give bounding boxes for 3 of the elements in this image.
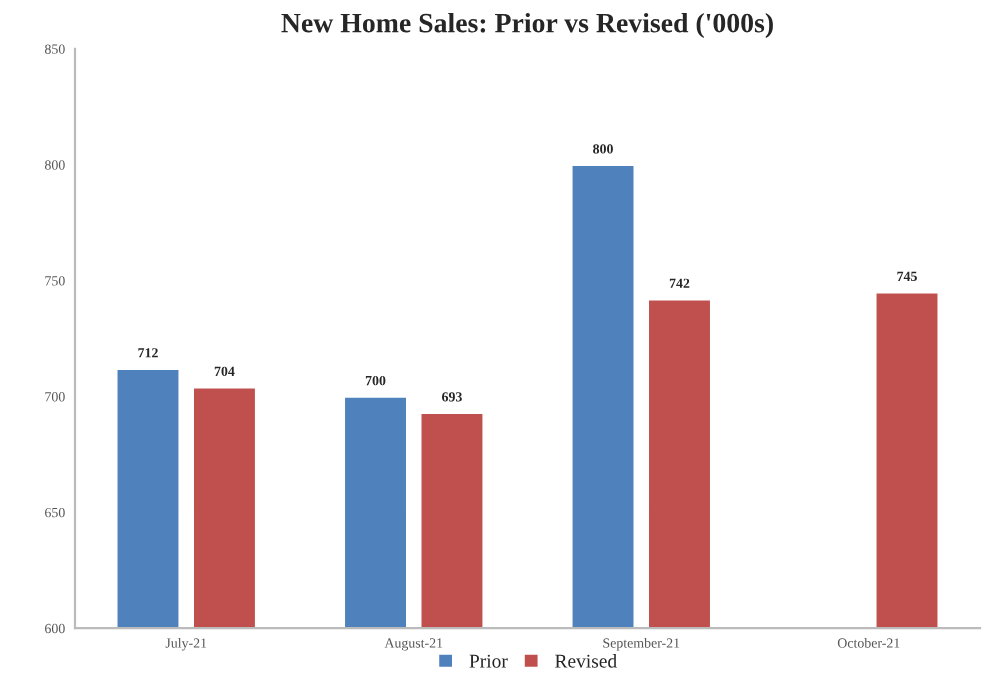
legend-label: Revised [555, 654, 617, 668]
legend-label: Prior [469, 654, 508, 668]
chart-title: New Home Sales: Prior vs Revised ('000s) [281, 12, 773, 39]
